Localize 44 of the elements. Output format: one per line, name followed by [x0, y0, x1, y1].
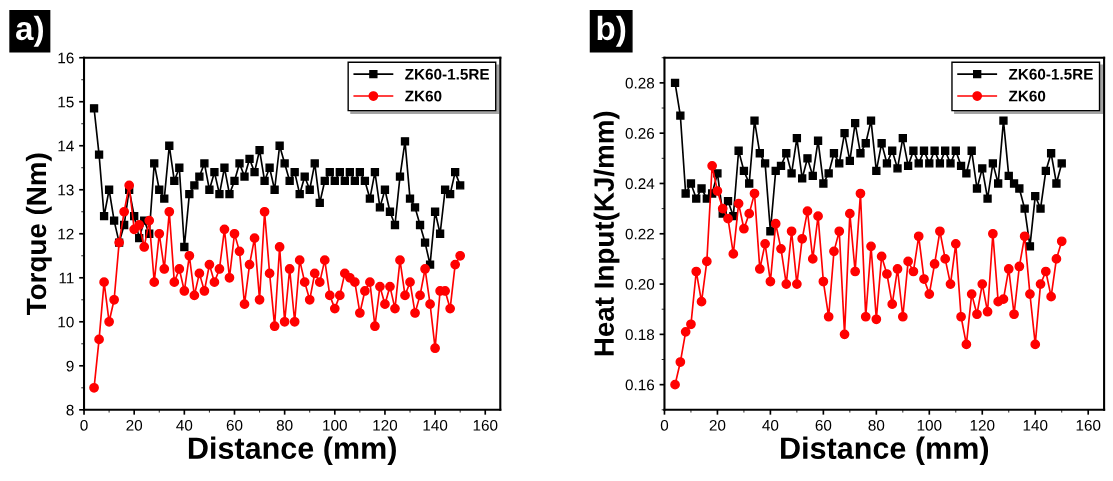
- y-tick-label: 0.22: [625, 228, 654, 240]
- x-tick-label: 160: [1076, 419, 1101, 431]
- x-axis-title: Distance (mm): [188, 436, 396, 466]
- y-tick-label: 16: [58, 52, 74, 64]
- y-tick-label: 13: [58, 184, 74, 196]
- y-tick-label: 11: [59, 272, 74, 284]
- x-tick-label: 0: [660, 419, 669, 431]
- y-tick-label: 0.20: [625, 278, 655, 290]
- y-tick-label: 0.16: [625, 379, 655, 391]
- x-tick-label: 60: [226, 419, 243, 431]
- y-tick-label: 9: [66, 360, 74, 372]
- x-tick-label: 80: [276, 419, 293, 431]
- x-tick-label: 140: [423, 419, 448, 431]
- x-tick-label: 40: [176, 419, 193, 431]
- legend-label: ZK60: [1008, 90, 1046, 102]
- text: a): [16, 15, 44, 47]
- x-tick-label: 120: [970, 419, 995, 431]
- legend-label: ZK60-1.5RE: [405, 68, 490, 80]
- y-tick-label: 0.26: [625, 128, 655, 139]
- x-tick-label: 140: [1023, 419, 1048, 431]
- legend-label: ZK60-1.5RE: [1008, 68, 1093, 80]
- y-tick-label: 14: [58, 140, 74, 152]
- x-tick-label: 60: [815, 419, 832, 431]
- x-tick-label: 100: [323, 419, 347, 431]
- y-axis-title: Torque (Nm): [25, 153, 52, 315]
- x-tick-label: 160: [473, 419, 498, 431]
- x-tick-label: 0: [80, 419, 88, 431]
- x-tick-label: 20: [126, 419, 143, 431]
- y-tick-label: 10: [58, 316, 74, 328]
- y-tick-label: 0.28: [625, 77, 655, 89]
- y-tick-label: 0.18: [625, 329, 655, 341]
- y-tick-label: 8: [66, 404, 74, 416]
- x-tick-label: 120: [373, 419, 398, 431]
- x-tick-label: 100: [917, 419, 942, 431]
- y-tick-label: 15: [58, 96, 74, 108]
- x-tick-label: 80: [868, 419, 885, 431]
- text: b): [597, 15, 626, 47]
- y-axis-title: Heat Input(KJ/mm): [593, 111, 620, 356]
- x-tick-label: 20: [709, 419, 726, 431]
- y-tick-label: 0.24: [625, 178, 655, 190]
- y-tick-label: 12: [58, 228, 74, 240]
- x-axis-title: Distance (mm): [781, 436, 989, 466]
- legend-label: ZK60: [405, 90, 442, 102]
- x-tick-label: 40: [762, 419, 779, 431]
